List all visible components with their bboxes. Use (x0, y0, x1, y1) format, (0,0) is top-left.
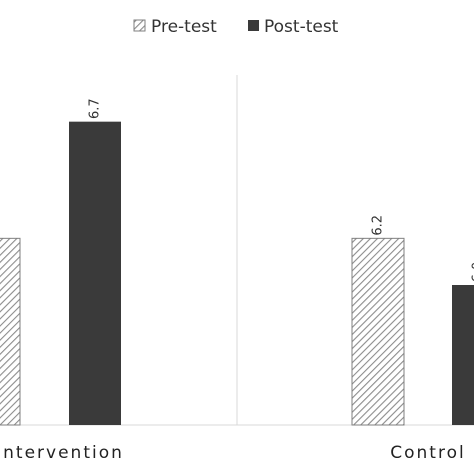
data-label-intervention-post-test: 6.7 (88, 98, 103, 119)
bars-group: 6.2 6.7 6.2 6.0 (0, 98, 474, 426)
legend: Pre-test Post-test (133, 17, 339, 37)
legend-swatch-pre-test (133, 19, 146, 32)
bar-intervention-post-test (69, 121, 121, 426)
category-label-control: Control (390, 443, 465, 463)
data-label-control-post-test: 6.0 (471, 262, 474, 283)
legend-label-post-test: Post-test (264, 17, 339, 37)
category-label-intervention: Intervention (0, 443, 124, 463)
legend-label-pre-test: Pre-test (151, 17, 217, 37)
legend-swatch-post-test (248, 20, 259, 31)
bar-control-post-test (452, 285, 474, 425)
bar-intervention-pre-test (0, 237, 21, 426)
data-label-intervention-pre-test: 6.2 (0, 215, 2, 236)
data-label-control-pre-test: 6.2 (371, 215, 386, 236)
bar-control-pre-test (351, 237, 405, 426)
